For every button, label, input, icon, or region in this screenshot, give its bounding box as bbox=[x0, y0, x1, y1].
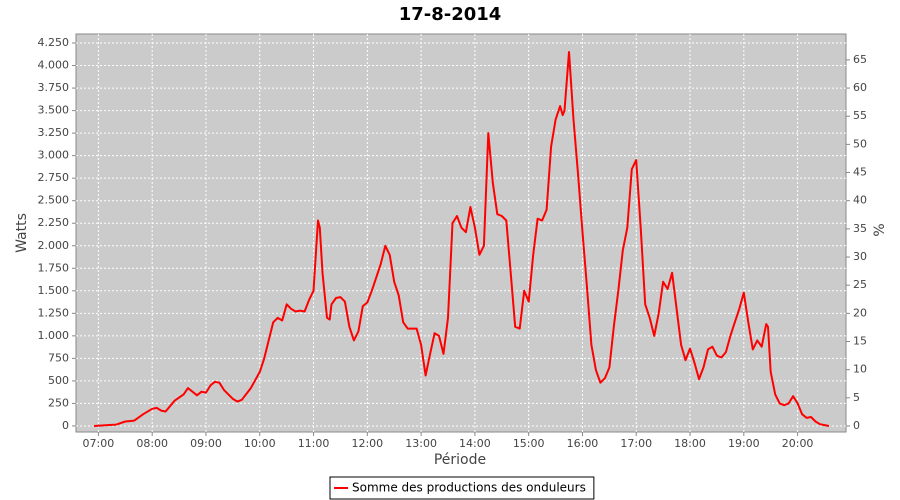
y-tick-label: 0 bbox=[62, 419, 69, 432]
y2-tick-label: 55 bbox=[853, 109, 867, 122]
x-tick-label: 08:00 bbox=[136, 437, 168, 450]
x-tick-label: 10:00 bbox=[244, 437, 276, 450]
x-tick-label: 11:00 bbox=[298, 437, 330, 450]
y-tick-label: 4.000 bbox=[38, 59, 70, 72]
y-tick-label: 2.000 bbox=[38, 239, 70, 252]
y-tick-label: 500 bbox=[48, 374, 69, 387]
x-tick-label: 20:00 bbox=[782, 437, 814, 450]
y2-tick-label: 25 bbox=[853, 278, 867, 291]
y-tick-label: 750 bbox=[48, 351, 69, 364]
x-tick-label: 14:00 bbox=[459, 437, 491, 450]
y2-tick-label: 10 bbox=[853, 363, 867, 376]
y2-tick-label: 5 bbox=[853, 391, 860, 404]
y-tick-label: 250 bbox=[48, 396, 69, 409]
chart-title: 17-8-2014 bbox=[399, 4, 502, 25]
legend: Somme des productions des onduleurs bbox=[329, 476, 595, 500]
data-line bbox=[93, 51, 830, 427]
y-tick-label: 2.750 bbox=[38, 171, 70, 184]
x-tick-label: 19:00 bbox=[728, 437, 760, 450]
x-tick-label: 17:00 bbox=[620, 437, 652, 450]
x-tick-label: 13:00 bbox=[405, 437, 437, 450]
y2-tick-label: 15 bbox=[853, 334, 867, 347]
y-axis-label: Watts bbox=[14, 213, 30, 253]
x-tick-label: 09:00 bbox=[190, 437, 222, 450]
y-tick-label: 2.500 bbox=[38, 194, 70, 207]
y-tick-label: 1.250 bbox=[38, 306, 70, 319]
y-tick-label: 3.250 bbox=[38, 126, 70, 139]
legend-label: Somme des productions des onduleurs bbox=[352, 481, 586, 495]
y2-tick-label: 45 bbox=[853, 166, 867, 179]
x-tick-label: 16:00 bbox=[567, 437, 599, 450]
y2-tick-label: 65 bbox=[853, 53, 867, 66]
y-tick-label: 3.500 bbox=[38, 104, 70, 117]
y2-tick-label: 50 bbox=[853, 137, 867, 150]
x-tick-label: 18:00 bbox=[674, 437, 706, 450]
y2-tick-label: 40 bbox=[853, 194, 867, 207]
y2-tick-label: 30 bbox=[853, 250, 867, 263]
legend-box bbox=[329, 476, 595, 500]
y-tick-label: 3.000 bbox=[38, 149, 70, 162]
y-tick-label: 1.750 bbox=[38, 261, 70, 274]
y-tick-label: 3.750 bbox=[38, 81, 70, 94]
x-tick-label: 07:00 bbox=[83, 437, 115, 450]
y2-tick-label: 35 bbox=[853, 222, 867, 235]
x-tick-label: 12:00 bbox=[351, 437, 383, 450]
plot-background bbox=[75, 33, 847, 433]
x-axis-label: Période bbox=[434, 452, 486, 468]
y2-tick-label: 0 bbox=[853, 419, 860, 432]
y2-tick-label: 20 bbox=[853, 306, 867, 319]
y-tick-label: 1.000 bbox=[38, 329, 70, 342]
y-tick-label: 4.250 bbox=[38, 36, 70, 49]
x-tick-label: 15:00 bbox=[513, 437, 545, 450]
y-tick-label: 1.500 bbox=[38, 284, 70, 297]
y2-axis-label: % bbox=[872, 223, 888, 236]
y2-tick-label: 60 bbox=[853, 81, 867, 94]
y-tick-label: 2.250 bbox=[38, 216, 70, 229]
